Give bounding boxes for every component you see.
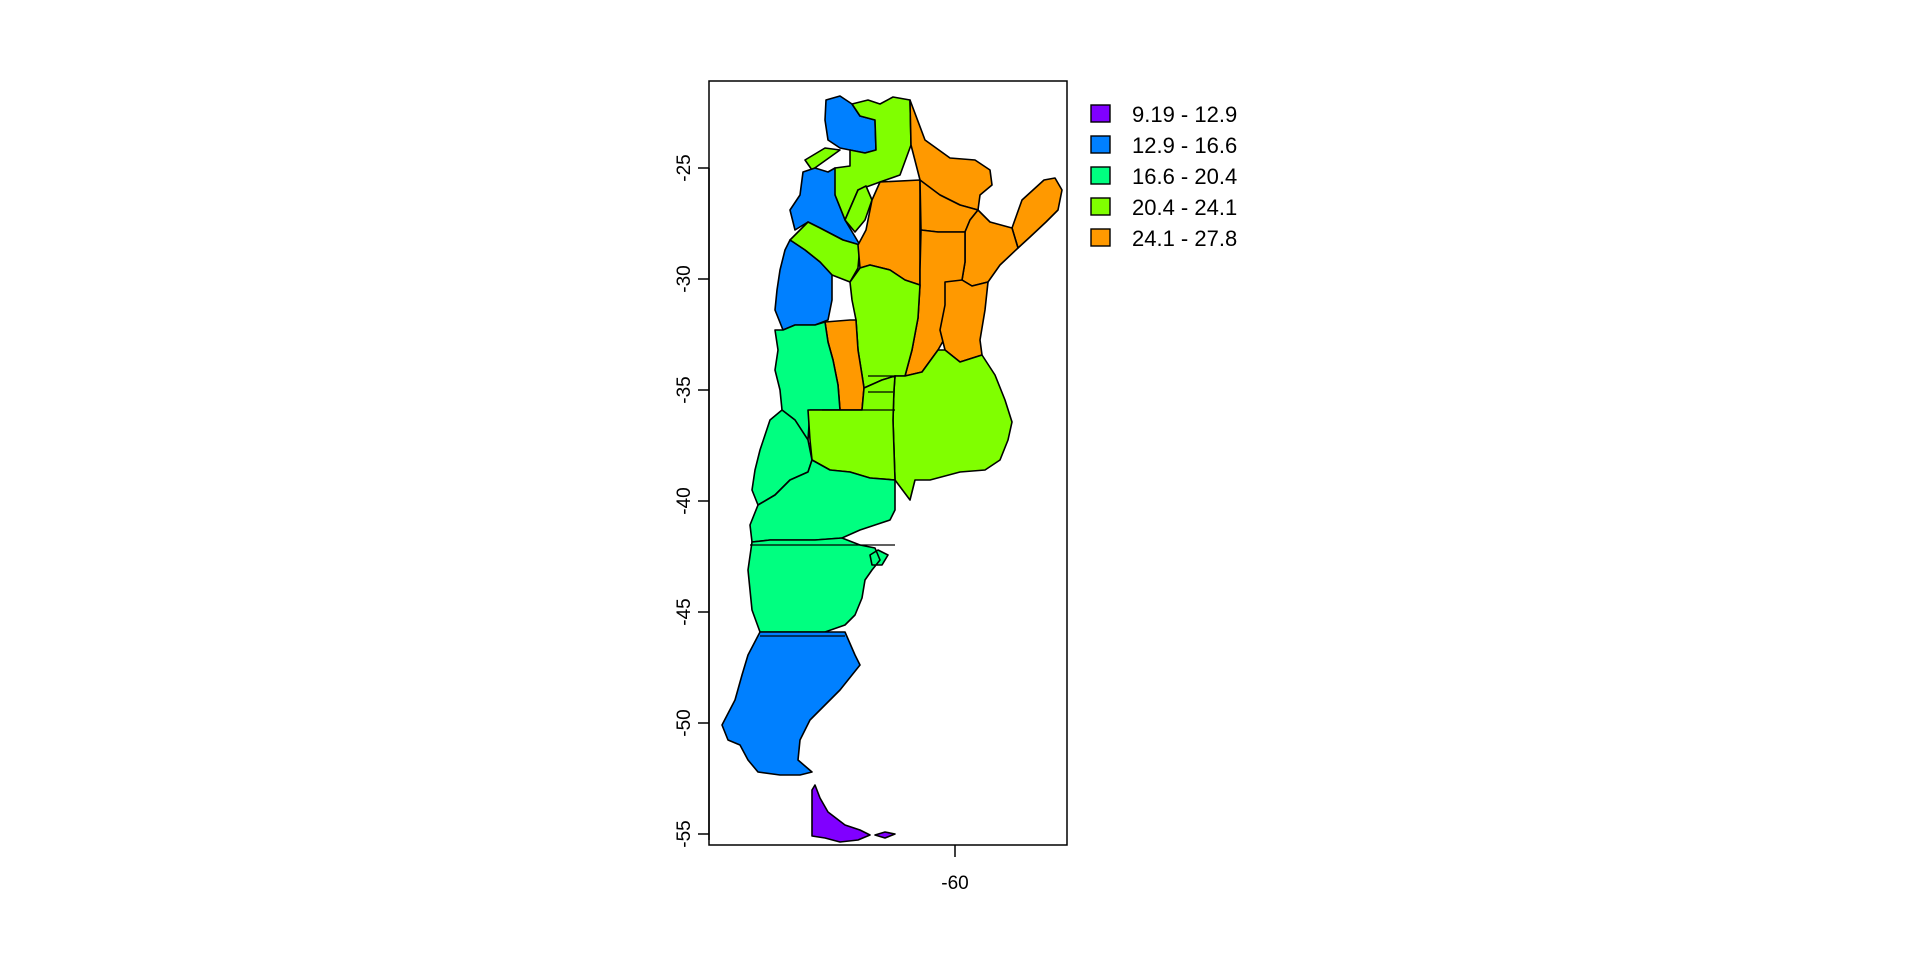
legend-label: 20.4 - 24.1 [1132, 195, 1237, 220]
legend-label: 9.19 - 12.9 [1132, 102, 1237, 127]
map-regions [721, 95, 1063, 843]
y-tick-label: -35 [674, 376, 695, 403]
y-tick-label: -40 [674, 487, 695, 514]
region-corrientes [961, 209, 1019, 287]
region-tierra-del-fuego [811, 784, 896, 843]
y-axis: -25 -30 -35 -40 -45 -50 -55 [674, 154, 710, 848]
legend-swatch [1090, 104, 1111, 123]
region-entre-rios [939, 279, 989, 363]
province-borders [750, 375, 895, 637]
legend-swatch [1090, 197, 1111, 216]
y-tick-label: -55 [674, 820, 695, 847]
y-tick-label: -50 [674, 709, 695, 736]
legend-swatch [1090, 228, 1111, 247]
legend-label: 16.6 - 20.4 [1132, 164, 1237, 189]
region-chubut [747, 537, 889, 633]
region-tucuman [844, 185, 873, 233]
legend-swatch [1090, 166, 1111, 185]
y-tick-label: -25 [674, 154, 695, 181]
region-misiones [1011, 177, 1063, 249]
legend-label: 24.1 - 27.8 [1132, 226, 1237, 251]
legend: 9.19 - 12.9 12.9 - 16.6 16.6 - 20.4 20.4 - … [1090, 102, 1237, 251]
x-tick-label: -60 [941, 873, 968, 894]
y-tick-label: -45 [674, 598, 695, 625]
legend-label: 12.9 - 16.6 [1132, 133, 1237, 158]
y-tick-label: -30 [674, 265, 695, 292]
region-santa-cruz [721, 631, 861, 776]
x-axis: -60 [941, 845, 969, 894]
legend-swatch [1090, 135, 1111, 154]
